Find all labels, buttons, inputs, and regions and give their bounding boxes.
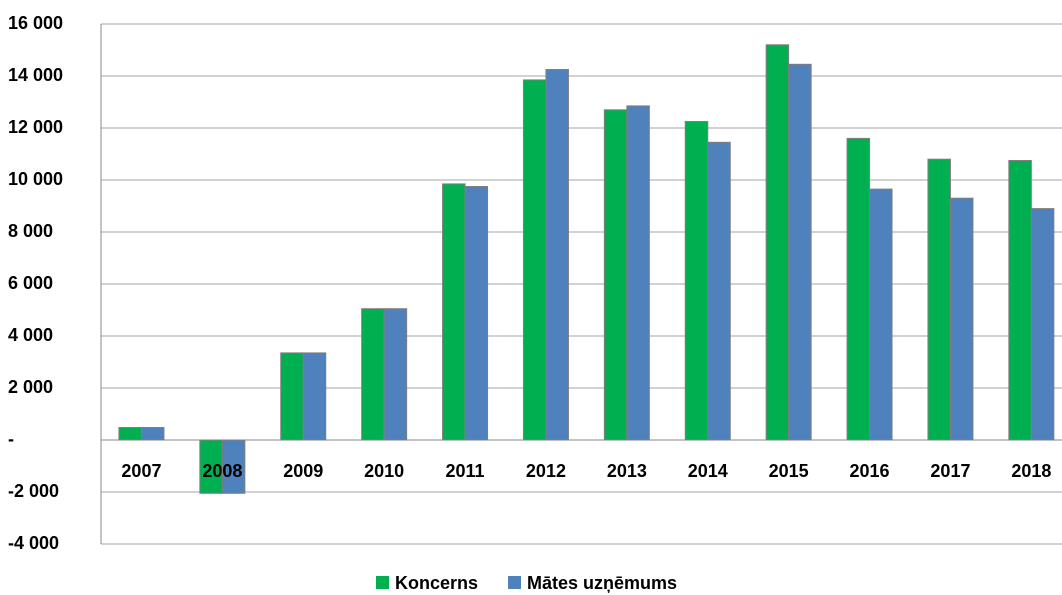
- legend-swatch: [508, 576, 522, 589]
- legend-label: Koncerns: [395, 573, 478, 593]
- bar: [949, 197, 974, 441]
- y-tick-label: 6 000: [8, 273, 53, 293]
- bar: [442, 183, 466, 441]
- bar: [464, 186, 489, 441]
- y-tick-label: -4 000: [8, 533, 59, 553]
- y-tick-label: 10 000: [8, 169, 63, 189]
- bar: [927, 158, 951, 441]
- bar: [522, 79, 547, 441]
- x-tick-label: 2010: [364, 461, 404, 481]
- bar: [626, 105, 650, 441]
- x-tick-label: 2018: [1011, 461, 1051, 481]
- bar: [765, 44, 790, 441]
- bar: [603, 109, 628, 441]
- bar: [846, 137, 871, 441]
- x-tick-label: 2013: [607, 461, 647, 481]
- y-tick-label: 2 000: [8, 377, 53, 397]
- y-tick-label: 14 000: [8, 65, 63, 85]
- bar: [545, 69, 569, 441]
- legend-label: Mātes uzņēmums: [527, 573, 677, 593]
- bar: [361, 308, 385, 441]
- x-tick-label: 2007: [121, 461, 161, 481]
- bar: [280, 352, 304, 441]
- y-tick-label: 4 000: [8, 325, 53, 345]
- y-tick-label: -: [8, 429, 14, 449]
- bar: [684, 121, 709, 441]
- bar: [221, 439, 246, 494]
- x-tick-label: 2011: [446, 461, 485, 481]
- x-tick-label: 2012: [526, 461, 566, 481]
- x-tick-label: 2008: [202, 461, 242, 481]
- bar: [140, 427, 165, 441]
- bar: [869, 188, 893, 441]
- bar: [1008, 160, 1032, 441]
- bar: [788, 63, 812, 441]
- x-tick-label: 2015: [769, 461, 809, 481]
- legend-swatch: [376, 576, 389, 589]
- y-tick-label: 16 000: [8, 13, 63, 33]
- bar: [1030, 208, 1055, 441]
- x-tick-label: 2017: [930, 461, 970, 481]
- x-tick-label: 2016: [850, 461, 890, 481]
- x-tick-label: 2009: [283, 461, 323, 481]
- y-tick-label: 12 000: [8, 117, 63, 137]
- x-tick-label: 2014: [688, 461, 728, 481]
- y-tick-label: -2 000: [8, 481, 59, 501]
- bar: [302, 352, 327, 441]
- bar: [383, 308, 408, 441]
- bar: [707, 141, 731, 441]
- y-tick-label: 8 000: [8, 221, 53, 241]
- bar: [118, 427, 142, 441]
